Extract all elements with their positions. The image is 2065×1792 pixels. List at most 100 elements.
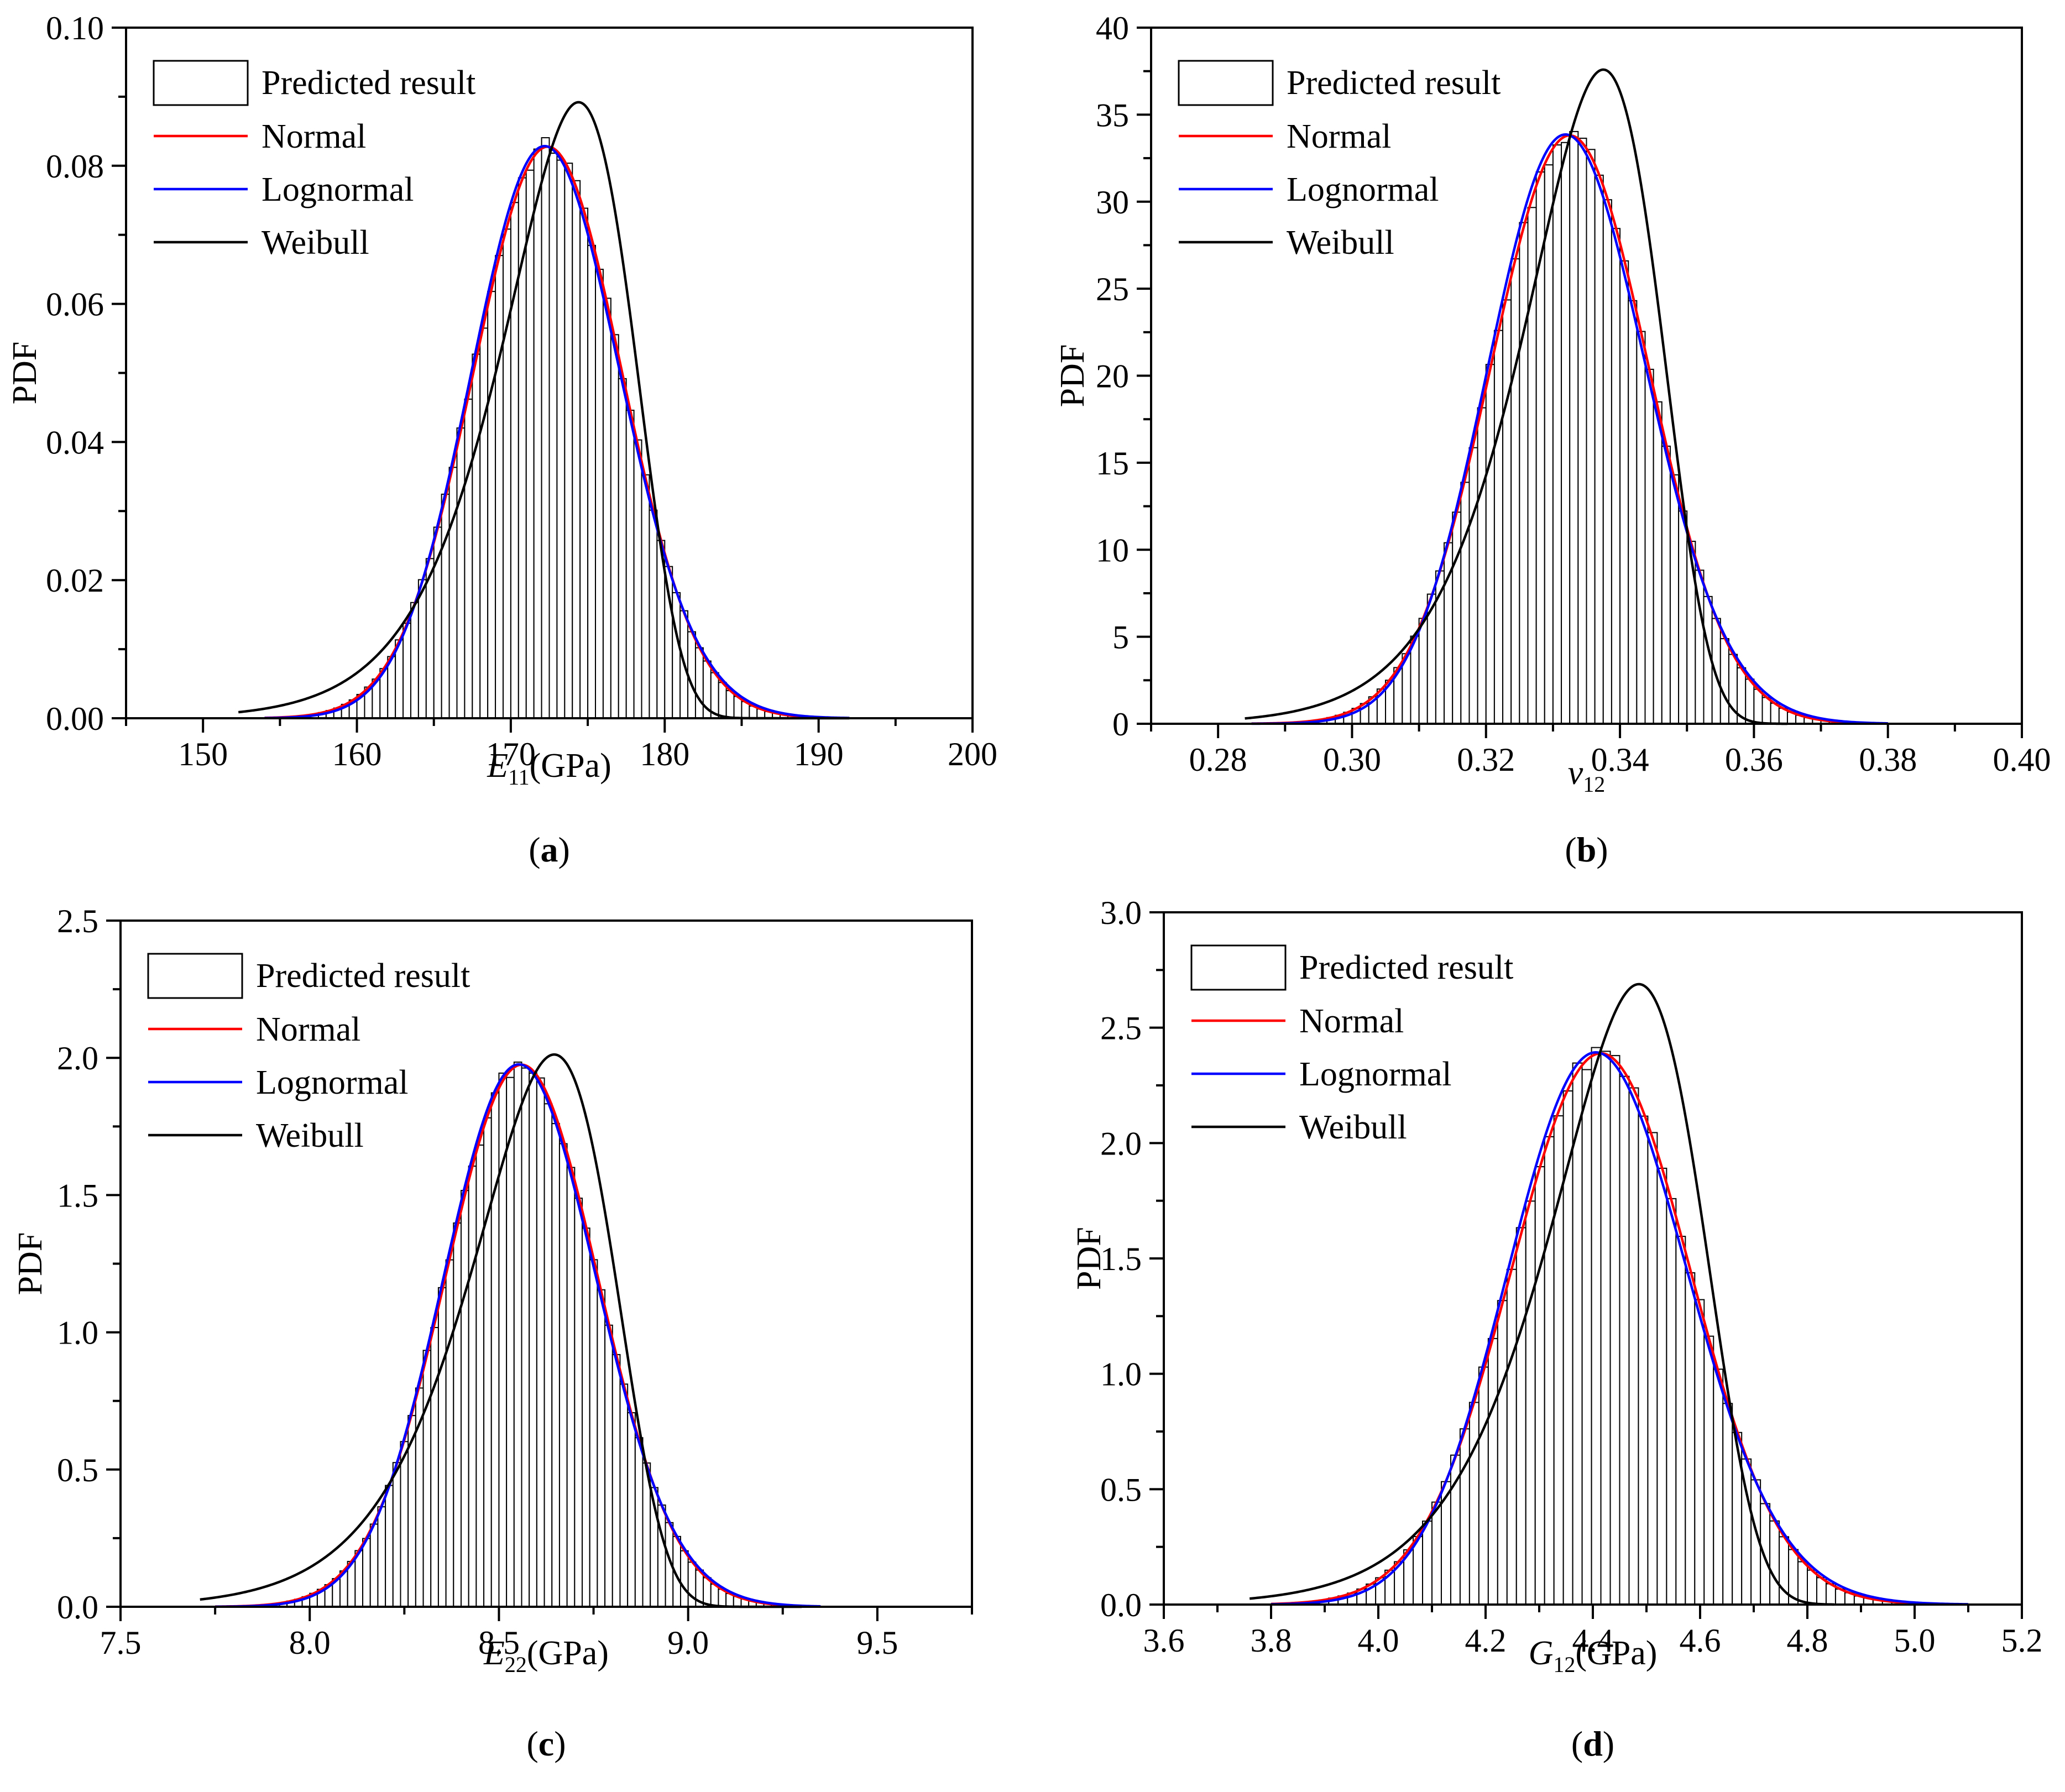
x-tick-label: 0.34 <box>1591 741 1649 778</box>
histogram-bar <box>1797 1561 1808 1606</box>
histogram-bar <box>1666 1198 1677 1606</box>
y-axis-title: PDF <box>1054 344 1091 407</box>
histogram-bar <box>1591 1047 1602 1605</box>
legend-normal-label: Normal <box>1287 118 1391 155</box>
y-tick-label: 0.08 <box>46 148 104 185</box>
histogram-bar <box>1581 1069 1592 1605</box>
y-tick-label: 3.0 <box>1100 895 1142 931</box>
histogram-bar <box>506 1077 515 1608</box>
histogram-bars <box>264 137 850 719</box>
y-tick-label: 0.10 <box>46 10 104 46</box>
histogram-bar <box>1552 144 1562 724</box>
histogram-bar <box>1497 1300 1508 1605</box>
histogram-bars <box>233 1061 787 1608</box>
x-tick-label: 0.40 <box>1993 741 2051 778</box>
histogram-bar <box>392 1462 401 1607</box>
x-tick-label: 4.0 <box>1358 1622 1399 1659</box>
x-tick-label: 8.5 <box>478 1624 520 1661</box>
x-axis-subscript: 22 <box>505 1652 527 1677</box>
histogram-bar <box>694 647 704 719</box>
y-tick-label: 0.5 <box>1100 1471 1142 1508</box>
legend-hist-label: Predicted result <box>256 957 470 995</box>
histogram-bar <box>541 137 550 719</box>
y-tick-label: 1.5 <box>57 1177 98 1214</box>
x-tick-label: 3.8 <box>1251 1622 1292 1659</box>
histogram-bar <box>445 1259 454 1608</box>
y-tick-label: 35 <box>1096 97 1129 133</box>
histogram-bar <box>602 297 611 719</box>
histogram-bar <box>1493 330 1504 724</box>
histogram-bar <box>521 1067 530 1607</box>
histogram-bar <box>1713 1368 1724 1606</box>
panel-label-open: ( <box>1571 1724 1583 1763</box>
histogram-bar <box>718 682 727 719</box>
histogram-bar <box>1477 407 1487 724</box>
x-tick-label: 0.32 <box>1457 741 1515 778</box>
histogram-bar <box>1515 1227 1526 1605</box>
lognormal-curve <box>1271 1051 1969 1606</box>
histogram-bar <box>1544 1136 1555 1606</box>
histogram-bar <box>1510 258 1520 724</box>
histogram-bar <box>604 1324 613 1607</box>
histogram-bar <box>556 159 566 719</box>
histogram-bar <box>410 602 419 719</box>
x-tick-label: 0.36 <box>1725 741 1783 778</box>
x-axis-variable: E <box>487 747 508 785</box>
x-tick-label: 5.0 <box>1894 1622 1936 1659</box>
y-tick-label: 2.5 <box>57 903 98 939</box>
histogram-bar <box>377 1506 386 1607</box>
histogram-bar <box>1452 511 1462 724</box>
histogram-bar <box>1638 1115 1649 1605</box>
x-axis-subscript: 12 <box>1553 1652 1575 1677</box>
panel-label: (c) <box>526 1724 566 1763</box>
y-tick-label: 0.0 <box>1100 1587 1142 1623</box>
x-tick-label: 0.30 <box>1323 741 1381 778</box>
x-tick-label: 4.6 <box>1680 1622 1721 1659</box>
histogram-bar <box>1586 149 1596 725</box>
x-axis-variable: E <box>483 1634 505 1672</box>
legend-hist-swatch <box>1178 60 1274 106</box>
x-tick-label: 0.38 <box>1859 741 1917 778</box>
histogram-bar <box>1569 130 1579 724</box>
legend-lognormal-label: Lognormal <box>262 171 414 208</box>
histogram-bar <box>369 1523 379 1607</box>
panel-label-letter: d <box>1583 1724 1603 1763</box>
weibull-curve <box>1245 68 1787 725</box>
y-tick-label: 2.0 <box>57 1040 98 1077</box>
histogram-bar <box>579 207 589 719</box>
y-tick-label: 30 <box>1096 184 1129 221</box>
histogram-bar <box>1561 142 1571 724</box>
x-axis-unit: (GPa) <box>530 747 611 785</box>
histogram-bar <box>1478 1366 1489 1605</box>
legend: Predicted result Normal Lognormal Weibull <box>1178 60 1501 262</box>
histogram-bar <box>597 1289 606 1607</box>
histogram-bar <box>582 1227 590 1607</box>
x-axis-unit: (GPa) <box>1575 1634 1657 1672</box>
histogram-bar <box>1694 1299 1705 1606</box>
histogram-bar <box>543 1103 553 1608</box>
histogram-bar <box>533 148 542 719</box>
y-tick-label: 1.5 <box>1100 1241 1142 1277</box>
legend-hist-label: Predicted result <box>262 64 475 102</box>
legend-weibull-label: Weibull <box>262 224 369 262</box>
legend-hist-label: Predicted result <box>1287 64 1501 102</box>
histogram-bar <box>385 1485 394 1608</box>
histogram-bar <box>1534 1166 1545 1606</box>
weibull-curve <box>200 1053 802 1608</box>
x-tick-label: 9.5 <box>856 1624 898 1661</box>
legend-normal-label: Normal <box>1299 1002 1404 1040</box>
histogram-bar <box>1628 1087 1639 1605</box>
legend-normal-label: Normal <box>262 118 366 155</box>
y-tick-label: 15 <box>1096 445 1129 482</box>
histogram-bar <box>610 334 619 719</box>
histogram-bar <box>1544 164 1554 724</box>
y-tick-label: 25 <box>1096 271 1129 307</box>
legend: Predicted result Normal Lognormal Weibull <box>153 60 475 262</box>
histogram-bar <box>1722 1403 1733 1606</box>
panel-label-open: ( <box>526 1724 538 1763</box>
y-tick-label: 10 <box>1096 532 1129 568</box>
histogram-bar <box>548 153 558 719</box>
histogram-bar <box>1661 445 1671 724</box>
y-tick-label: 20 <box>1096 358 1129 395</box>
